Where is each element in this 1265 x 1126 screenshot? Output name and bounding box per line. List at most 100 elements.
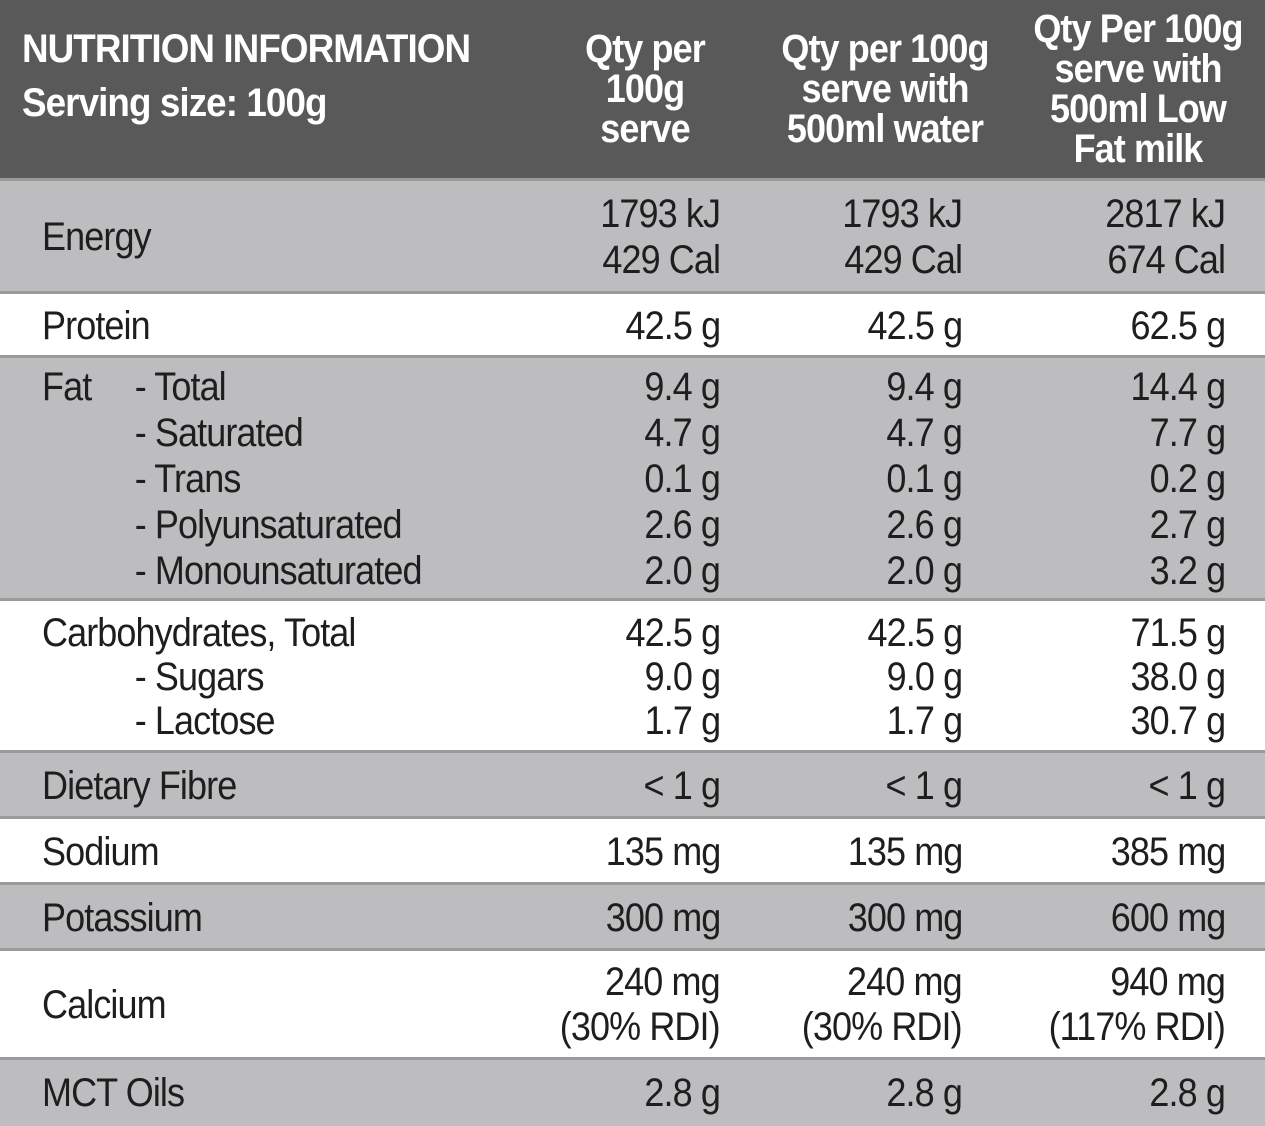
label-line: - Lactose bbox=[42, 699, 356, 743]
value-line: 9.0 g bbox=[644, 655, 720, 699]
value-line: 42.5 g bbox=[625, 611, 721, 655]
nutrient-name: Carbohydrates, Total bbox=[42, 611, 356, 655]
value-line: 42.5 g bbox=[867, 304, 963, 348]
nutrient-label: Dietary Fibre bbox=[42, 763, 237, 809]
value-line: 2.7 g bbox=[1149, 503, 1225, 547]
label-line: Energy bbox=[42, 214, 152, 260]
table-row: Protein 42.5 g 42.5 g 62.5 g bbox=[0, 291, 1265, 357]
value-cell-col3: 600 mg bbox=[1110, 895, 1226, 941]
nutrient-label: Calcium bbox=[42, 983, 167, 1028]
value-line: 42.5 g bbox=[867, 611, 963, 655]
value-line: 0.1 g bbox=[644, 457, 720, 501]
value-cell-col2: 42.5 g 9.0 g 1.7 g bbox=[867, 611, 963, 743]
nutrient-label: Fat - Total - Saturated - Trans - Polyunsatu… bbox=[42, 364, 423, 594]
value-line: 1.7 g bbox=[644, 699, 720, 743]
value-line: 2.8 g bbox=[1149, 1071, 1225, 1115]
value-cell-col2: 1793 kJ 429 Cal bbox=[842, 191, 963, 283]
value-line: 2817 kJ bbox=[1105, 192, 1226, 236]
value-line: 240 mg bbox=[847, 960, 963, 1004]
nutrient-label: Potassium bbox=[42, 895, 203, 941]
column-header-line: serve bbox=[600, 107, 691, 151]
table-row: Fat - Total - Saturated - Trans - Polyunsatu… bbox=[0, 355, 1265, 600]
nutrient-name: Dietary Fibre bbox=[42, 764, 237, 808]
sub-nutrient-name: - Sugars bbox=[134, 655, 265, 699]
table-row: Energy 1793 kJ 429 Cal 1793 kJ 429 Cal 2817 k… bbox=[0, 178, 1265, 292]
value-line: < 1 g bbox=[885, 764, 962, 808]
table-header: NUTRITION INFORMATION Serving size: 100g… bbox=[0, 0, 1265, 178]
label-line: Calcium bbox=[42, 983, 167, 1028]
label-line: Protein bbox=[42, 303, 151, 349]
nutrient-label: Carbohydrates, Total - Sugars - Lactose bbox=[42, 611, 356, 743]
label-line: - Sugars bbox=[42, 655, 356, 699]
value-line: 62.5 g bbox=[1130, 304, 1226, 348]
value-line: 240 mg bbox=[605, 960, 721, 1004]
nutrient-name: Calcium bbox=[42, 983, 167, 1027]
nutrient-label: MCT Oils bbox=[42, 1070, 185, 1116]
label-line: - Monounsaturated bbox=[42, 548, 423, 594]
nutrient-name: Potassium bbox=[42, 896, 203, 940]
value-cell-col3: 2.8 g bbox=[1149, 1070, 1225, 1116]
value-line: 429 Cal bbox=[844, 238, 963, 282]
sub-nutrient-name: - Trans bbox=[134, 457, 242, 501]
value-line: (117% RDI) bbox=[1048, 1005, 1226, 1049]
value-line: < 1 g bbox=[1148, 764, 1225, 808]
column-header-line: Qty per 100g bbox=[781, 27, 989, 71]
value-line: 2.6 g bbox=[644, 503, 720, 547]
column-header-line: 100g bbox=[605, 67, 685, 111]
value-line: 30.7 g bbox=[1130, 699, 1226, 743]
value-cell-col3: 62.5 g bbox=[1130, 303, 1226, 349]
value-cell-col1: 42.5 g bbox=[625, 303, 721, 349]
sub-nutrient-name: - Lactose bbox=[134, 699, 276, 743]
value-line: 1793 kJ bbox=[600, 192, 721, 236]
value-line: 2.6 g bbox=[886, 503, 962, 547]
value-line: 600 mg bbox=[1110, 896, 1226, 940]
label-line: Dietary Fibre bbox=[42, 763, 237, 809]
value-cell-col3: 385 mg bbox=[1110, 829, 1226, 875]
value-cell-col2: 42.5 g bbox=[867, 303, 963, 349]
value-cell-col3: 71.5 g 38.0 g 30.7 g bbox=[1130, 611, 1226, 743]
value-line: 3.2 g bbox=[1149, 549, 1225, 593]
column-header-line: serve with bbox=[801, 67, 969, 111]
sub-nutrient-name: - Total bbox=[134, 365, 227, 409]
value-line: 940 mg bbox=[1110, 960, 1226, 1004]
value-line: 71.5 g bbox=[1130, 611, 1226, 655]
table-row: MCT Oils 2.8 g 2.8 g 2.8 g bbox=[0, 1057, 1265, 1126]
value-cell-col2: 135 mg bbox=[847, 829, 963, 875]
column-header-line: Fat milk bbox=[1073, 127, 1204, 171]
nutrient-name: Sodium bbox=[42, 830, 160, 874]
value-line: 9.0 g bbox=[886, 655, 962, 699]
value-cell-col1: 42.5 g 9.0 g 1.7 g bbox=[625, 611, 721, 743]
label-line: Potassium bbox=[42, 895, 203, 941]
value-line: 4.7 g bbox=[886, 411, 962, 455]
sub-nutrient-name: - Saturated bbox=[134, 411, 304, 455]
value-line: 9.4 g bbox=[886, 365, 962, 409]
column-header-line: 500ml water bbox=[786, 107, 984, 151]
value-cell-col1: 135 mg bbox=[605, 829, 721, 875]
value-line: 1793 kJ bbox=[842, 192, 963, 236]
sub-nutrient-name: - Monounsaturated bbox=[134, 549, 423, 593]
column-header-line: serve with bbox=[1054, 47, 1222, 91]
value-line: 300 mg bbox=[847, 896, 963, 940]
label-line: Carbohydrates, Total bbox=[42, 611, 356, 655]
value-cell-col1: 2.8 g bbox=[644, 1070, 720, 1116]
value-line: 9.4 g bbox=[644, 365, 720, 409]
value-line: 0.2 g bbox=[1149, 457, 1225, 501]
value-line: < 1 g bbox=[643, 764, 720, 808]
serving-size: Serving size: 100g bbox=[22, 81, 327, 125]
value-line: 429 Cal bbox=[602, 238, 721, 282]
label-line: - Saturated bbox=[42, 410, 304, 456]
value-line: 42.5 g bbox=[625, 304, 721, 348]
nutrient-name: MCT Oils bbox=[42, 1071, 185, 1115]
value-line: 38.0 g bbox=[1130, 655, 1226, 699]
value-cell-col2: 9.4 g 4.7 g 0.1 g 2.6 g 2.0 g bbox=[886, 364, 962, 594]
value-line: 2.0 g bbox=[644, 549, 720, 593]
sub-nutrient-name: - Polyunsaturated bbox=[134, 503, 403, 547]
nutrient-name: Protein bbox=[42, 304, 151, 348]
column-header-3: Qty Per 100g serve with 500ml Low Fat milk bbox=[1021, 0, 1255, 178]
value-line: 674 Cal bbox=[1107, 238, 1226, 282]
nutrient-label: Protein bbox=[42, 303, 151, 349]
label-line: MCT Oils bbox=[42, 1070, 185, 1116]
value-line: 4.7 g bbox=[644, 411, 720, 455]
value-line: 14.4 g bbox=[1130, 365, 1226, 409]
label-line: - Trans bbox=[42, 456, 242, 502]
